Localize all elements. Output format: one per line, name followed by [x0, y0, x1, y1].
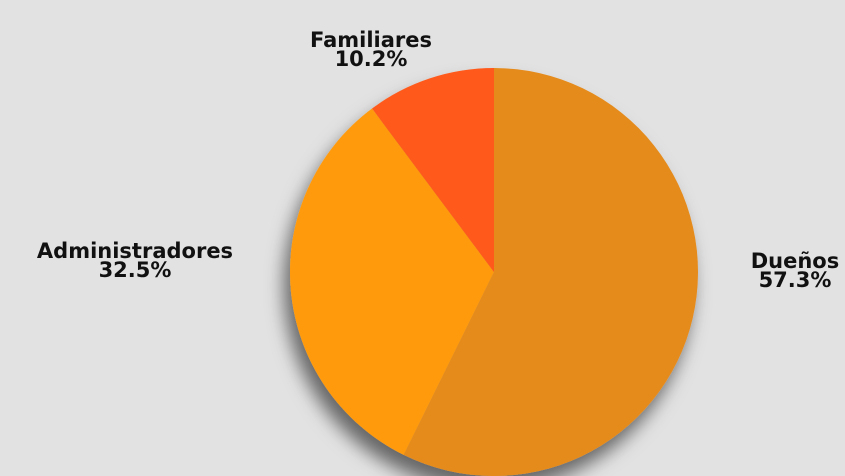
slice-value-label: 57.3% [759, 268, 832, 292]
slice-value-label: 32.5% [99, 258, 172, 282]
pie-slice-familiares [372, 68, 494, 272]
slice-value-label: 10.2% [335, 47, 408, 71]
slice-label: Dueños [751, 249, 840, 273]
slice-label: Familiares [310, 28, 432, 52]
pie-slices [290, 68, 699, 476]
pie-slice-due-os [403, 68, 699, 476]
pie-slice-administradores [290, 108, 494, 455]
slice-label: Administradores [37, 239, 233, 263]
